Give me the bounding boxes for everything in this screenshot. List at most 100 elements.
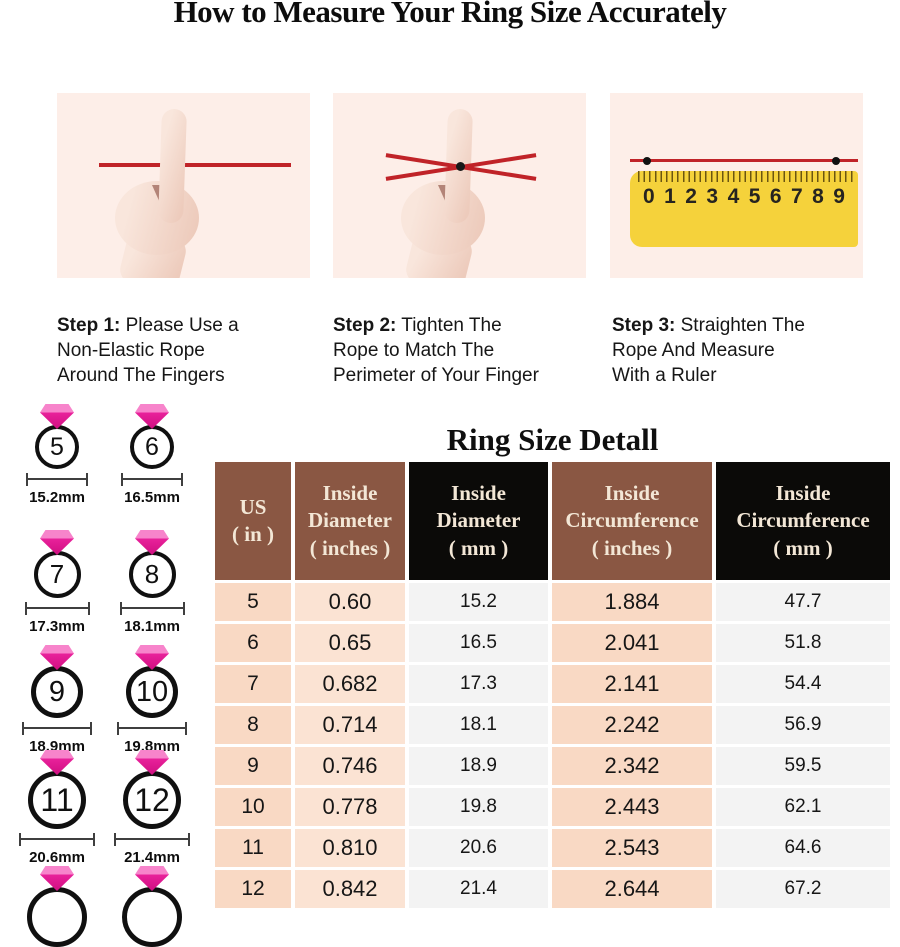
- ruler-number: 6: [769, 185, 782, 208]
- diameter-measure-line: [24, 602, 90, 615]
- table-cell: 17.3: [409, 665, 548, 703]
- ring-size-number: 8: [144, 559, 160, 589]
- ring-diameter-label: 18.9mm: [29, 738, 85, 755]
- ring-size-number: 5: [50, 432, 64, 461]
- ring-band: 9: [31, 666, 83, 718]
- table-cell: 6: [215, 624, 291, 662]
- ring-band: 11: [28, 771, 86, 829]
- ring-diameter-label: 19.8mm: [124, 738, 180, 755]
- table-cell: 0.60: [295, 583, 405, 621]
- ring-band: 8: [128, 551, 176, 598]
- rope-line-icon: [630, 159, 858, 162]
- ring-size-glyph: 5 15.2mm: [12, 404, 102, 506]
- diameter-measure-line: [119, 602, 185, 615]
- ruler-number: 8: [812, 185, 824, 208]
- table-cell: 20.6: [409, 829, 548, 867]
- section-title: Ring Size Detall: [446, 422, 659, 457]
- table-cell: 11: [215, 829, 291, 867]
- ring-diameter-label: 17.3mm: [29, 618, 85, 635]
- ring-size-number: 11: [40, 781, 74, 818]
- rope-line-icon: [99, 163, 291, 167]
- table-cell: 9: [215, 747, 291, 785]
- step1-photo: [57, 93, 310, 278]
- ring-diameter-label: 16.5mm: [124, 489, 180, 506]
- ruler-number: 1: [664, 185, 676, 208]
- step2-photo: [333, 93, 586, 278]
- diamond-icon: [40, 866, 74, 891]
- step1-caption: Step 1: Please Use a Non-Elastic Rope Ar…: [57, 288, 315, 388]
- table-cell: 0.810: [295, 829, 405, 867]
- diamond-icon: [40, 530, 74, 555]
- ring-diameter-label: 21.4mm: [124, 849, 180, 866]
- column-header: US ( in ): [215, 462, 291, 580]
- table-cell: 19.8: [409, 788, 548, 826]
- ring-size-number: 9: [48, 675, 66, 708]
- ring-size-glyph: 8 18.1mm: [107, 530, 197, 635]
- column-header: Inside Circumference ( mm ): [716, 462, 890, 580]
- table-cell: 18.1: [409, 706, 548, 744]
- ring-size-glyph: 9 18.9mm: [12, 645, 102, 755]
- diameter-measure-line: [117, 722, 187, 735]
- table-cell: 56.9: [716, 706, 890, 744]
- ring-band: 12: [123, 771, 181, 829]
- hand-finger-illustration: [57, 93, 310, 278]
- table-cell: 59.5: [716, 747, 890, 785]
- hand-index-finger: [158, 108, 187, 224]
- table-cell: 2.543: [552, 829, 712, 867]
- table-cell: 0.714: [295, 706, 405, 744]
- diamond-icon: [135, 866, 169, 891]
- table-cell: 2.644: [552, 870, 712, 908]
- table-cell: 2.141: [552, 665, 712, 703]
- table-cell: 0.65: [295, 624, 405, 662]
- ring-size-glyph: 6 16.5mm: [107, 404, 197, 506]
- table-cell: 64.6: [716, 829, 890, 867]
- ruler-number: 0: [643, 185, 655, 208]
- ring-chart-panel: 5 15.2mm 6 16.5mm 7 17.3mm 8 18.1mm 9 18.9mm 10 19.…: [0, 395, 212, 947]
- table-cell: 5: [215, 583, 291, 621]
- step3-label: Step 3:: [612, 315, 676, 336]
- table-cell: 1.884: [552, 583, 712, 621]
- diamond-icon: [135, 404, 169, 429]
- diameter-measure-line: [114, 833, 190, 846]
- ring-size-number: 12: [134, 781, 170, 818]
- table-cell: 62.1: [716, 788, 890, 826]
- diamond-icon: [135, 750, 169, 775]
- table-cell: 10: [215, 788, 291, 826]
- diameter-measure-line: [26, 473, 88, 486]
- diamond-icon: [135, 645, 169, 670]
- hand-finger-illustration: [343, 93, 586, 278]
- measure-dot-icon: [832, 157, 840, 165]
- table-cell: 0.746: [295, 747, 405, 785]
- ring-band: 5: [35, 425, 79, 469]
- ring-size-number: 10: [135, 675, 169, 708]
- ring-diameter-label: 20.6mm: [29, 849, 85, 866]
- ring-size-glyph: [12, 866, 102, 947]
- table-cell: 7: [215, 665, 291, 703]
- diamond-icon: [40, 750, 74, 775]
- table-cell: 0.842: [295, 870, 405, 908]
- ring-size-table: US ( in ) Inside Diameter ( inches ) Insid…: [215, 462, 890, 908]
- ruler-number: 5: [748, 185, 761, 208]
- ruler-number: 9: [833, 185, 845, 208]
- ring-band: [27, 887, 87, 947]
- page-title: How to Measure Your Ring Size Accurately: [173, 0, 727, 29]
- diameter-measure-line: [121, 473, 183, 486]
- ring-size-glyph: 7 17.3mm: [12, 530, 102, 635]
- ruler-number: 2: [685, 185, 697, 208]
- ring-size-glyph: [107, 866, 197, 947]
- table-cell: 18.9: [409, 747, 548, 785]
- ring-diameter-label: 18.1mm: [124, 618, 180, 635]
- ring-size-number: 7: [49, 559, 65, 589]
- diamond-icon: [40, 645, 74, 670]
- ring-size-glyph: 11 20.6mm: [12, 750, 102, 866]
- table-cell: 51.8: [716, 624, 890, 662]
- table-cell: 2.443: [552, 788, 712, 826]
- table-cell: 47.7: [716, 583, 890, 621]
- column-header: Inside Circumference ( inches ): [552, 462, 712, 580]
- ruler-number: 7: [790, 185, 803, 208]
- ring-band: 10: [126, 666, 178, 718]
- table-cell: 8: [215, 706, 291, 744]
- step1-text: Please Use a Non-Elastic Rope Around The…: [57, 315, 239, 386]
